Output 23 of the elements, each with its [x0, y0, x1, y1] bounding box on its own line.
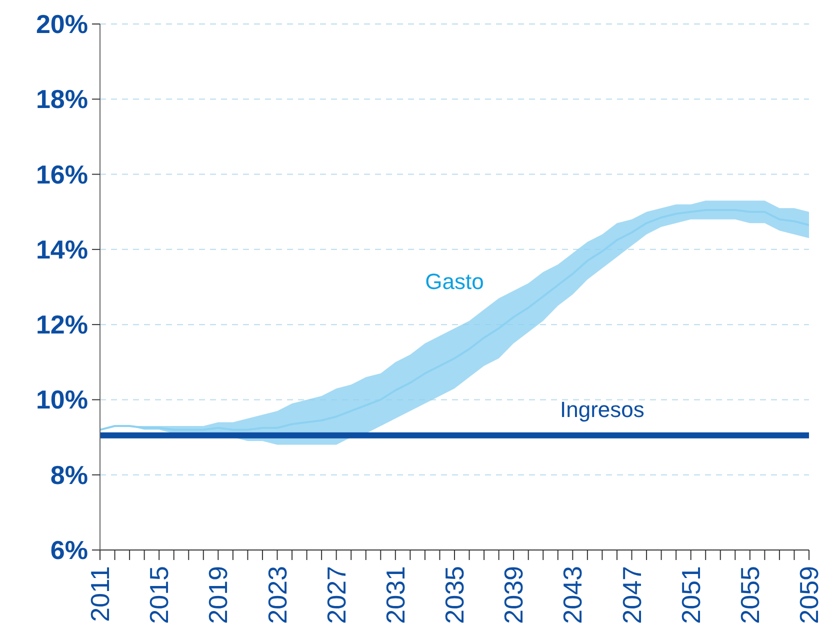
- x-tick-label: 2055: [734, 566, 765, 624]
- y-tick-label: 8%: [50, 460, 88, 490]
- series-label: Ingresos: [559, 396, 646, 423]
- y-tick-label: 10%: [36, 384, 88, 415]
- x-tick-label: 2039: [498, 566, 529, 624]
- y-tick-label: 12%: [36, 310, 88, 340]
- x-tick-label: 2011: [85, 566, 115, 622]
- x-tick-label: 2035: [440, 566, 470, 624]
- x-tick-label: 2059: [794, 566, 824, 624]
- x-tick-label: 2023: [262, 566, 292, 624]
- y-tick-label: 16%: [36, 159, 88, 190]
- y-tick-label: 6%: [50, 535, 88, 565]
- y-tick-label: 14%: [36, 234, 88, 264]
- x-tick-label: 2043: [558, 566, 588, 624]
- x-tick-label: 2051: [676, 566, 706, 624]
- y-tick-label: 18%: [36, 84, 88, 114]
- x-tick-label: 2027: [321, 566, 352, 624]
- x-tick-label: 2015: [144, 566, 174, 624]
- series-label: Gasto: [424, 269, 485, 296]
- y-tick-label: 20%: [36, 9, 88, 39]
- x-tick-label: 2047: [616, 566, 647, 624]
- x-tick-label: 2031: [380, 566, 410, 624]
- x-tick-label: 2019: [203, 566, 234, 624]
